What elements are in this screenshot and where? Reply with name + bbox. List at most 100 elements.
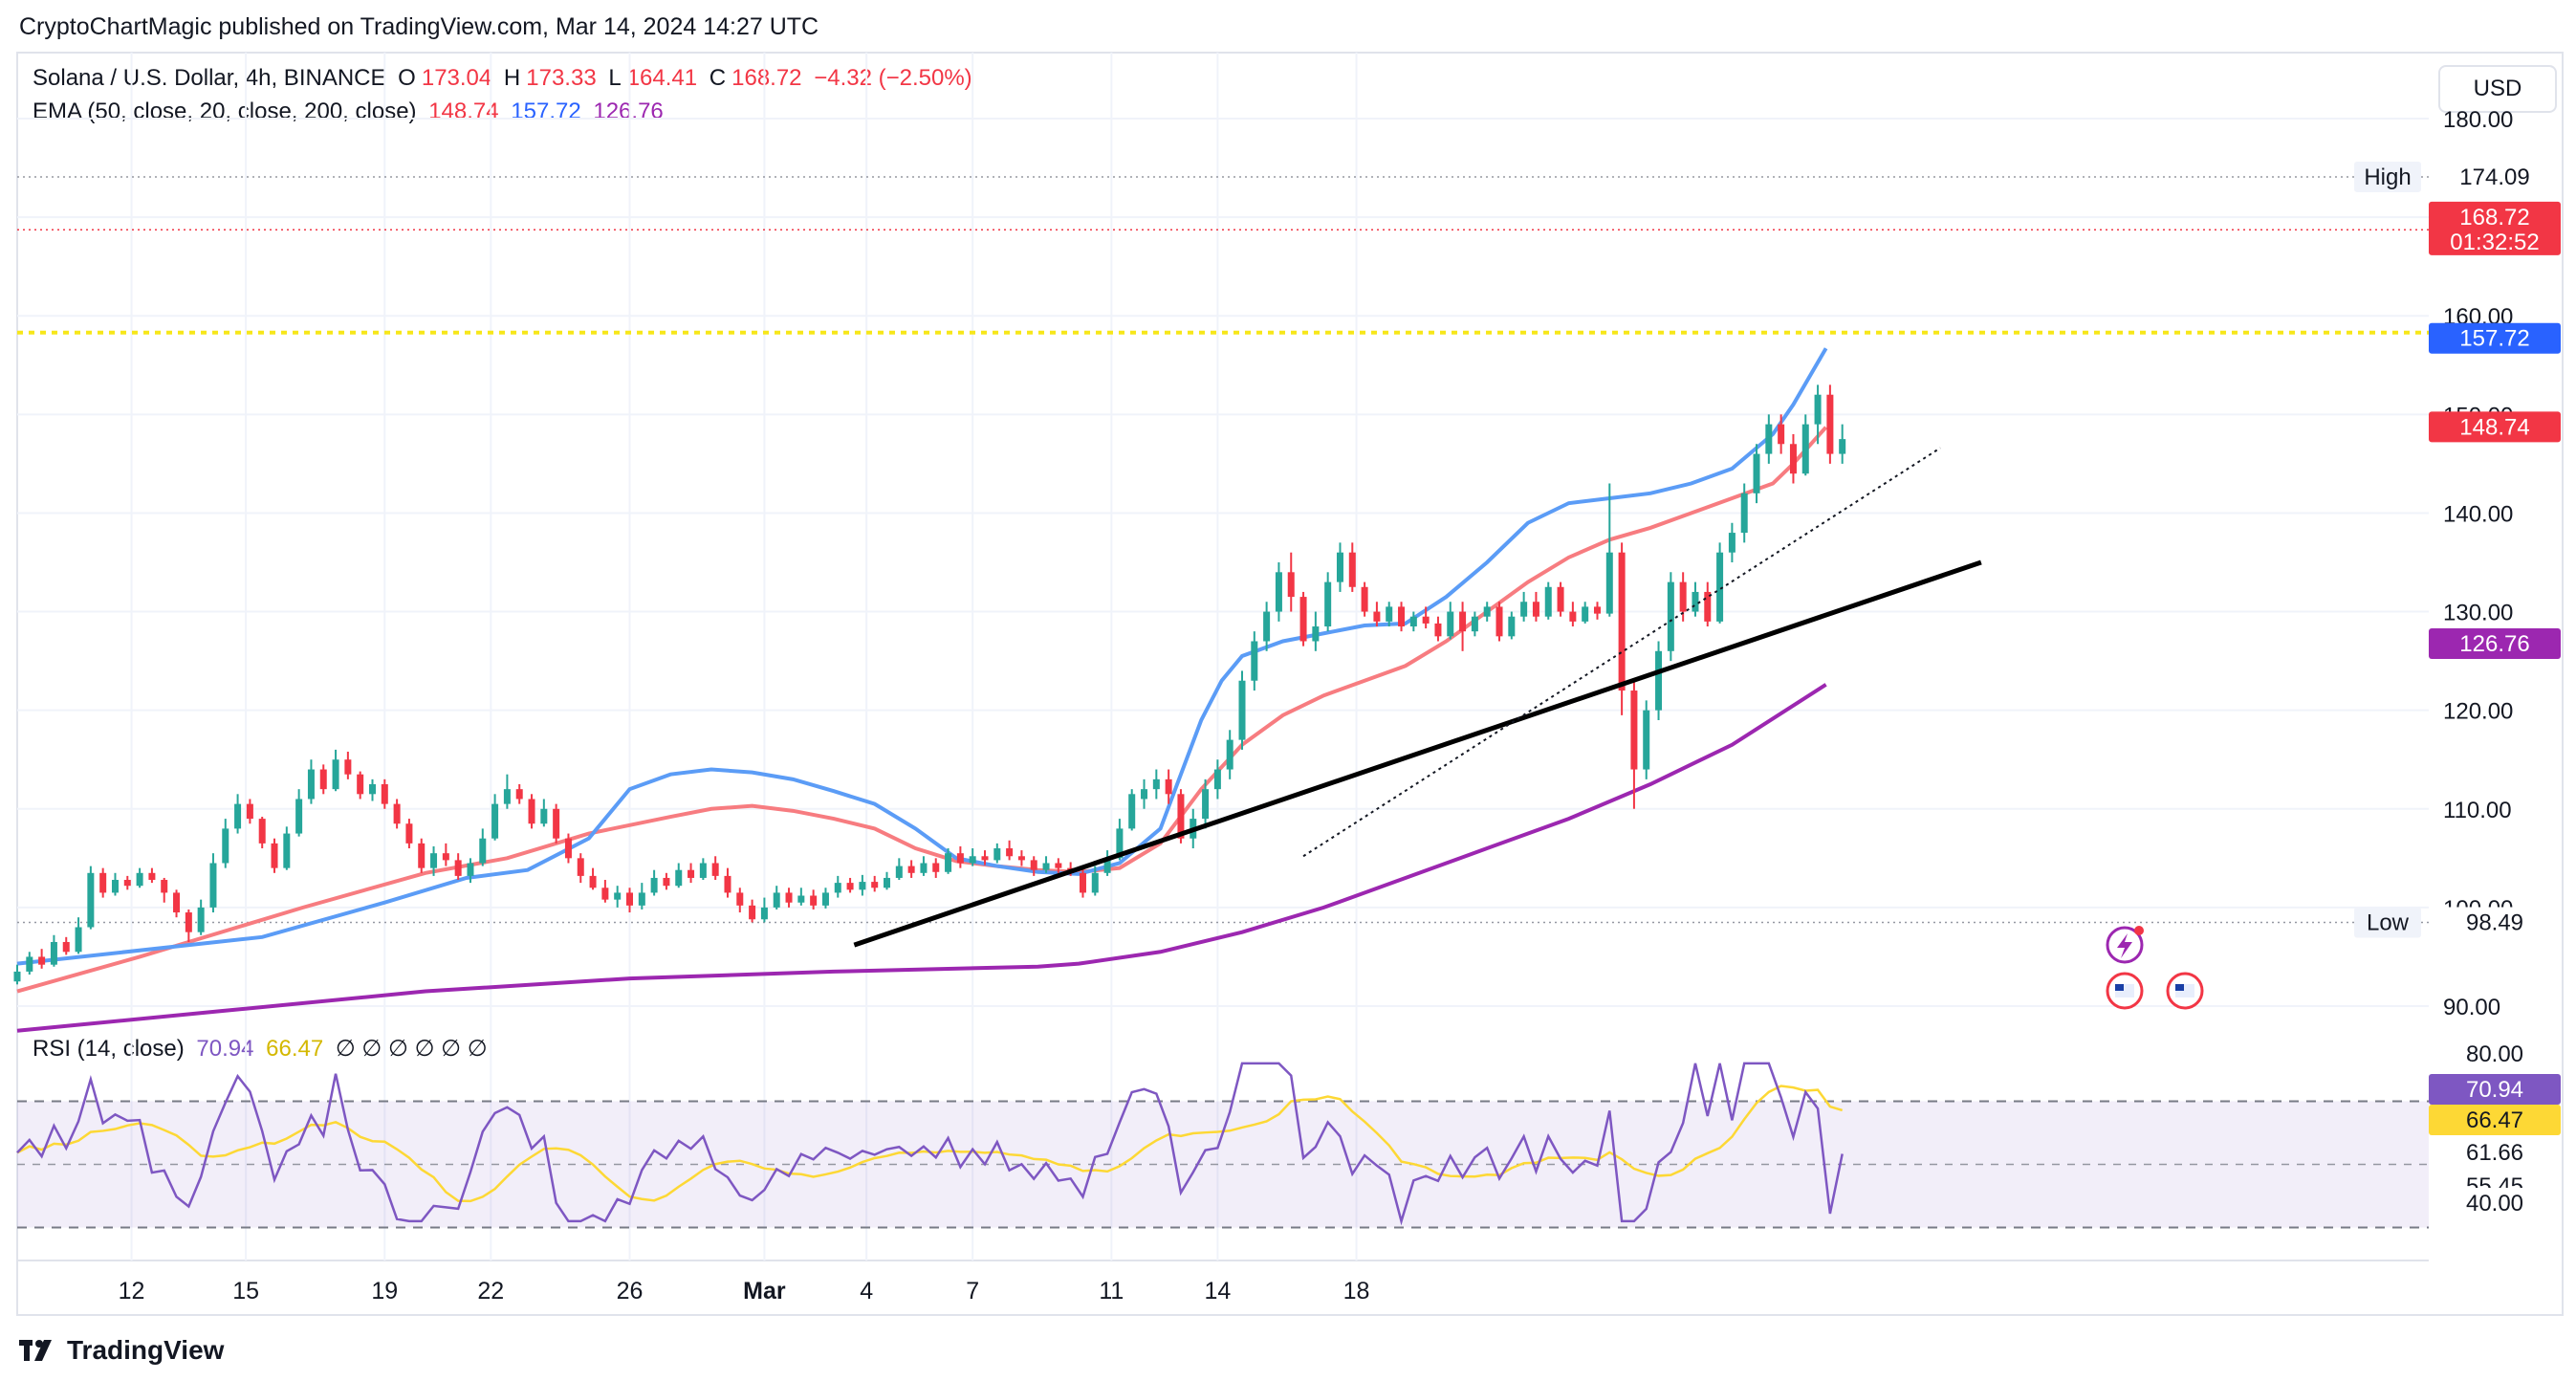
rsi-tag-text: 61.66	[2466, 1140, 2523, 1166]
candle-body	[1778, 424, 1785, 445]
last-price-tag-bg	[2429, 201, 2561, 255]
candle-body	[1398, 606, 1406, 627]
candle-body	[1582, 606, 1589, 622]
candle-body	[319, 769, 327, 790]
candle-body	[393, 803, 401, 824]
candle-body	[810, 895, 818, 906]
candle-body	[467, 863, 474, 876]
time-tick-label: 11	[1099, 1278, 1124, 1304]
candle-body	[332, 759, 339, 790]
candle-body	[75, 927, 82, 953]
candle-body	[1716, 552, 1724, 622]
candle-body	[1740, 493, 1748, 534]
ema50-line	[16, 426, 1828, 994]
candle-body	[1495, 606, 1503, 637]
candle-body	[1324, 581, 1332, 627]
low-value: 164.41	[626, 65, 698, 91]
high-price-tag-bg	[2429, 161, 2561, 192]
candle-body	[1409, 616, 1417, 627]
candle-body	[515, 789, 523, 800]
rsi-tag-bg	[2429, 1074, 2561, 1105]
time-tick-label: 22	[477, 1278, 504, 1304]
candle-body	[111, 880, 119, 893]
candle-body	[99, 872, 107, 893]
candle-body	[749, 905, 756, 920]
candle-body	[1091, 872, 1099, 893]
symbol-name: Solana / U.S. Dollar, 4h, BINANCE	[33, 65, 386, 91]
dotted-trendline	[1302, 447, 1941, 858]
price-tick-label: 110.00	[2443, 798, 2512, 823]
candle-body	[271, 843, 278, 868]
time-tick-label: Mar	[743, 1278, 786, 1304]
rsi-tag-text: 70.94	[2466, 1077, 2523, 1103]
candle-body	[1630, 690, 1638, 770]
candle-body	[724, 875, 731, 893]
candle-body	[62, 941, 70, 953]
price-tick-label: 140.00	[2443, 501, 2513, 527]
rsi-legend: RSI (14, close) 70.94 66.47 ∅ ∅ ∅ ∅ ∅ ∅	[33, 1035, 493, 1063]
candle-body	[258, 819, 266, 844]
price-tick-label: 90.00	[2443, 995, 2500, 1020]
last-price-tag-text: 168.72	[2459, 205, 2529, 230]
rsi-label: RSI (14, close)	[33, 1036, 185, 1062]
extreme-label-bg	[2354, 161, 2421, 192]
close-label: C	[709, 65, 727, 91]
candle-body	[1202, 789, 1210, 820]
candle-body	[1336, 552, 1343, 582]
time-tick-label: 7	[966, 1278, 979, 1304]
candle-body	[161, 880, 168, 893]
footer-brand: TradingView	[19, 1335, 224, 1366]
candle-body	[1544, 586, 1552, 617]
candles	[13, 384, 1846, 985]
candle-body	[932, 863, 940, 872]
ema200-tag-bg	[2429, 627, 2561, 659]
candle-body	[1030, 860, 1037, 870]
change-value: −4.32 (−2.50%)	[814, 65, 972, 91]
candle-body	[663, 877, 670, 887]
rsi-extra: ∅ ∅ ∅ ∅ ∅ ∅	[335, 1036, 488, 1062]
candle-body	[773, 892, 780, 908]
ema200-line	[16, 683, 1827, 1033]
candle-body	[993, 848, 1001, 861]
candle-body	[688, 869, 695, 878]
candle-body	[1447, 611, 1454, 637]
price-lines	[17, 176, 2429, 924]
time-tick-label: 4	[860, 1278, 873, 1304]
event-icons	[2106, 926, 2204, 1010]
candle-body	[344, 759, 352, 775]
candle-body	[1508, 616, 1516, 637]
candle-body	[859, 882, 866, 890]
rsi-tag-bg	[2429, 1039, 2561, 1069]
rsi-tag-bg	[2429, 1188, 2561, 1218]
candle-body	[1226, 739, 1233, 770]
candle-body	[479, 838, 487, 864]
candle-body	[503, 789, 511, 804]
candle-body	[1826, 394, 1834, 454]
candle-body	[1618, 552, 1626, 691]
candle-body	[1263, 611, 1271, 642]
candle-body	[26, 956, 33, 972]
candle-body	[1177, 794, 1185, 839]
candle-body	[1006, 848, 1014, 857]
low-label: L	[608, 65, 622, 91]
candle-body	[430, 853, 438, 868]
last-price-tag-countdown: 01:32:52	[2450, 230, 2539, 255]
candle-body	[1055, 863, 1062, 868]
candle-body	[405, 823, 413, 844]
candle-body	[1557, 586, 1564, 612]
candle-body	[418, 843, 426, 868]
price-tick-label: 120.00	[2443, 699, 2513, 725]
candle-body	[1042, 863, 1050, 870]
rsi-tag-bg	[2429, 1105, 2561, 1135]
rsi-tag-bg	[2429, 1137, 2561, 1168]
candle-body	[1459, 611, 1467, 632]
candle-body	[283, 833, 291, 868]
candle-body	[760, 907, 768, 920]
candle-body	[50, 941, 57, 965]
candle-body	[1348, 552, 1356, 587]
candle-body	[87, 872, 95, 928]
ohlc-low: L 164.41	[608, 65, 697, 91]
open-label: O	[398, 65, 416, 91]
currency-button[interactable]: USD	[2438, 65, 2557, 113]
